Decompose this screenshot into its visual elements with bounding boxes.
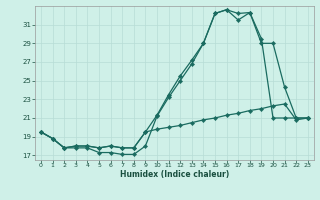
X-axis label: Humidex (Indice chaleur): Humidex (Indice chaleur) xyxy=(120,170,229,179)
